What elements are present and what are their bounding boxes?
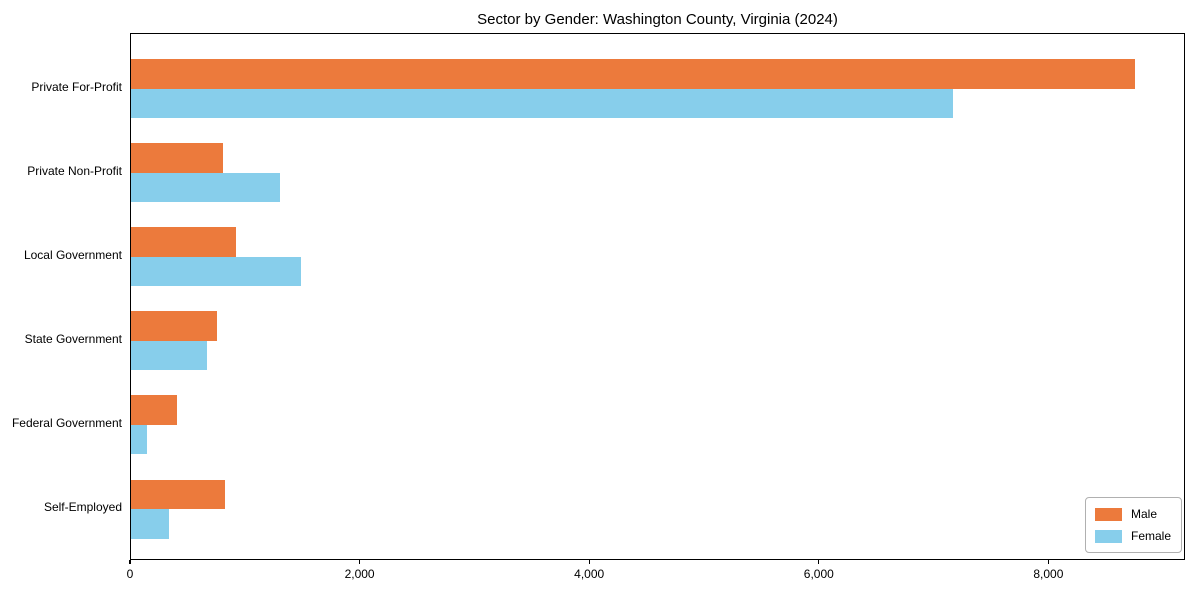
y-axis-label: State Government xyxy=(24,331,122,346)
legend-swatch-male xyxy=(1094,507,1122,521)
bar-female-3 xyxy=(131,256,301,287)
y-axis-label: Self-Employed xyxy=(43,500,122,514)
y-axis-label: Local Government xyxy=(23,247,122,262)
bar-female-5 xyxy=(131,424,148,455)
x-tick-label: 8,000 xyxy=(1033,567,1064,581)
legend-label: Male xyxy=(1130,507,1157,521)
legend: Male Female xyxy=(1084,497,1182,553)
x-tick-mark xyxy=(588,560,590,564)
y-axis-label: Private Non-Profit xyxy=(27,163,122,178)
x-tick-mark xyxy=(129,560,131,564)
bar-male-2 xyxy=(131,143,223,173)
bar-male-3 xyxy=(131,227,237,257)
bar-male-6 xyxy=(131,479,226,509)
bar-female-2 xyxy=(131,172,281,203)
legend-entry-male: Male xyxy=(1094,505,1171,523)
x-tick-label: 6,000 xyxy=(803,567,834,581)
x-tick-label: 2,000 xyxy=(344,567,375,581)
legend-label: Female xyxy=(1130,529,1171,543)
bar-male-1 xyxy=(131,59,1136,89)
y-axis-label: Federal Government xyxy=(11,415,122,430)
bar-female-4 xyxy=(131,340,207,371)
legend-entry-female: Female xyxy=(1094,527,1171,545)
bar-female-6 xyxy=(131,509,169,539)
bar-male-5 xyxy=(131,395,177,425)
x-tick-mark xyxy=(1047,560,1049,564)
x-tick-label: 4,000 xyxy=(574,567,605,581)
x-tick-label: 0 xyxy=(126,567,134,581)
bar-male-4 xyxy=(131,311,218,341)
chart-title: Sector by Gender: Washington County, Vir… xyxy=(477,11,838,28)
plot-area: Male Female xyxy=(130,33,1185,560)
y-axis-label: Private For-Profit xyxy=(31,79,122,94)
x-tick-mark xyxy=(818,560,820,564)
x-tick-mark xyxy=(358,560,361,564)
legend-swatch-female xyxy=(1094,529,1122,543)
bar-female-1 xyxy=(131,88,953,118)
